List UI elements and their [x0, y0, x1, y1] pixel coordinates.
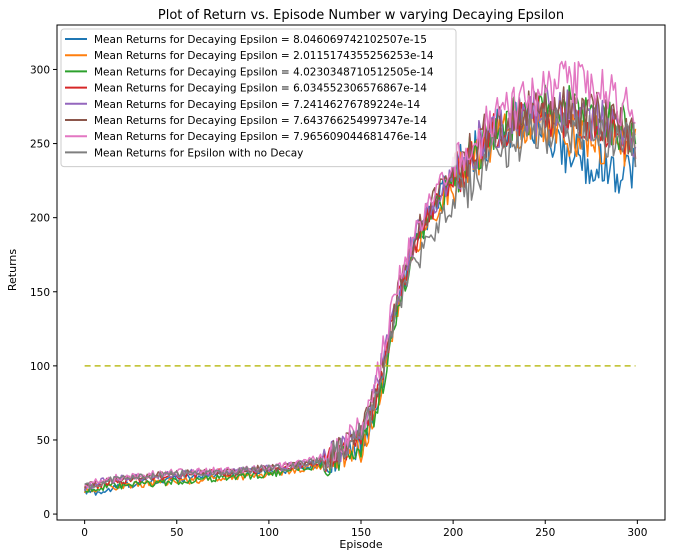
- y-axis-label: Returns: [6, 249, 19, 292]
- x-tick-label: 100: [259, 527, 279, 539]
- y-tick-label: 0: [43, 509, 50, 521]
- y-tick-label: 150: [30, 287, 50, 299]
- x-tick-label: 50: [170, 527, 183, 539]
- legend-label: Mean Returns for Decaying Epsilon = 6.03…: [94, 83, 427, 95]
- x-tick-label: 200: [443, 527, 463, 539]
- y-tick-label: 50: [37, 435, 50, 447]
- x-tick-label: 0: [81, 527, 88, 539]
- y-tick-label: 200: [30, 213, 50, 225]
- x-axis-label: Episode: [339, 538, 382, 551]
- chart-title: Plot of Return vs. Episode Number w vary…: [158, 8, 564, 23]
- legend-label: Mean Returns for Decaying Epsilon = 2.01…: [94, 50, 434, 62]
- y-tick-label: 250: [30, 139, 50, 151]
- legend-label: Mean Returns for Decaying Epsilon = 7.24…: [94, 99, 421, 111]
- series-line: [83, 108, 637, 494]
- legend-label: Mean Returns for Decaying Epsilon = 7.96…: [94, 131, 427, 143]
- legend-label: Mean Returns for Decaying Epsilon = 8.04…: [94, 34, 427, 46]
- legend-box: [60, 28, 457, 168]
- x-tick-label: 150: [351, 527, 371, 539]
- series-line: [84, 107, 637, 490]
- plot-area: 0 50 100 150 200 250 300 0 50 100 150 200 250 300 Mean…: [30, 24, 666, 539]
- x-tick-label: 300: [627, 527, 647, 539]
- legend-label: Mean Returns for Decaying Epsilon = 4.02…: [94, 66, 434, 78]
- y-tick-label: 100: [30, 361, 50, 373]
- legend-label: Mean Returns for Decaying Epsilon = 7.64…: [94, 115, 427, 127]
- y-tick-label: 300: [30, 64, 50, 76]
- legend-label: Mean Returns for Epsilon with no Decay: [94, 147, 303, 159]
- x-tick-label: 250: [535, 527, 555, 539]
